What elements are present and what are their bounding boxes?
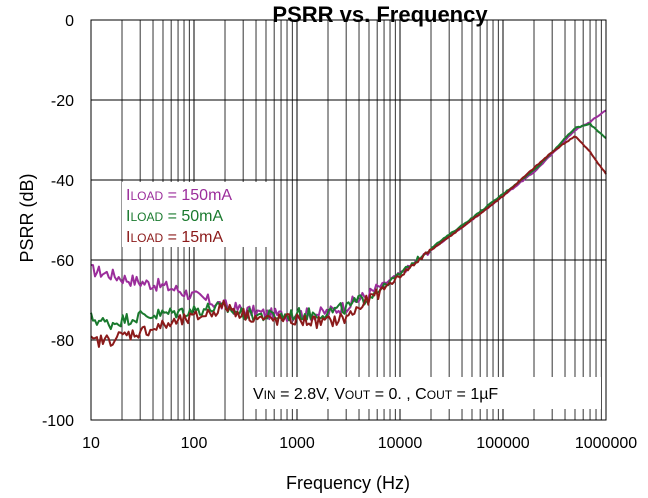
annotation-text: VIN = 2.8V, VOUT = 0. , COUT = 1µF [253,386,498,403]
x-tick-label: 10 [82,435,100,452]
x-tick-label: 1000000 [575,435,637,452]
chart-title: PSRR vs. Frequency [272,2,488,27]
plot-border [90,19,607,421]
y-tick-label: -60 [51,253,74,270]
tick-labels: 10 100 1000 10000 100000 1000000 0 -20 -40 -60 -80… [42,13,637,452]
conditions-annotation: VIN = 2.8V, VOUT = 0. , COUT = 1µF [249,377,601,409]
x-tick-label: 100000 [476,435,529,452]
annotation-background [249,377,601,409]
y-tick-label: -100 [42,413,74,430]
x-tick-label: 10000 [378,435,423,452]
series-line-1 [90,109,607,323]
legend-item: ILOAD = 150mA [126,187,232,204]
legend-background [122,182,272,247]
y-tick-label: 0 [65,13,74,30]
x-tick-label: 1000 [279,435,315,452]
series-lines [90,109,607,348]
series-line-3 [90,135,607,348]
y-tick-label: -20 [51,93,74,110]
legend: ILOAD = 150mA ILOAD = 50mA ILOAD = 15mA [122,182,272,247]
x-tick-label: 100 [181,435,208,452]
x-axis-label: Frequency (Hz) [286,473,410,493]
y-axis-label: PSRR (dB) [17,173,37,262]
legend-item: ILOAD = 15mA [126,229,224,246]
y-tick-label: -40 [51,173,74,190]
y-tick-label: -80 [51,333,74,350]
legend-item: ILOAD = 50mA [126,208,224,225]
